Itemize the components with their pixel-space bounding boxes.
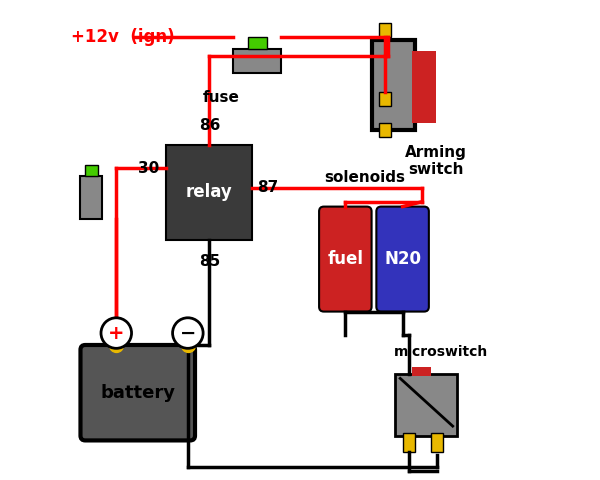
Text: 86: 86 (199, 118, 220, 132)
FancyBboxPatch shape (319, 206, 371, 312)
Text: N20: N20 (384, 250, 421, 268)
Text: +12v  (ign): +12v (ign) (71, 28, 175, 46)
Text: 85: 85 (199, 254, 220, 269)
Text: fuel: fuel (328, 250, 364, 268)
FancyBboxPatch shape (379, 23, 391, 37)
FancyBboxPatch shape (379, 123, 391, 137)
FancyBboxPatch shape (80, 345, 195, 441)
Text: −: − (179, 324, 196, 343)
FancyBboxPatch shape (431, 433, 443, 452)
Circle shape (173, 318, 203, 348)
Text: 87: 87 (257, 180, 278, 195)
FancyBboxPatch shape (166, 144, 252, 240)
FancyBboxPatch shape (395, 373, 457, 436)
FancyBboxPatch shape (412, 367, 431, 376)
FancyBboxPatch shape (233, 49, 281, 73)
FancyBboxPatch shape (412, 51, 436, 123)
Text: 30: 30 (138, 161, 159, 176)
Text: relay: relay (186, 183, 233, 201)
FancyBboxPatch shape (379, 92, 391, 107)
FancyBboxPatch shape (376, 206, 429, 312)
Text: +: + (108, 324, 125, 343)
FancyBboxPatch shape (371, 39, 415, 130)
FancyBboxPatch shape (85, 165, 98, 176)
Text: fuse: fuse (203, 90, 239, 105)
FancyBboxPatch shape (248, 37, 266, 49)
FancyBboxPatch shape (80, 176, 102, 218)
FancyBboxPatch shape (403, 433, 415, 452)
Text: Arming
switch: Arming switch (405, 144, 467, 177)
Circle shape (101, 318, 131, 348)
Text: battery: battery (100, 384, 175, 402)
Text: microswitch: microswitch (394, 345, 488, 360)
Text: solenoids: solenoids (324, 170, 405, 185)
